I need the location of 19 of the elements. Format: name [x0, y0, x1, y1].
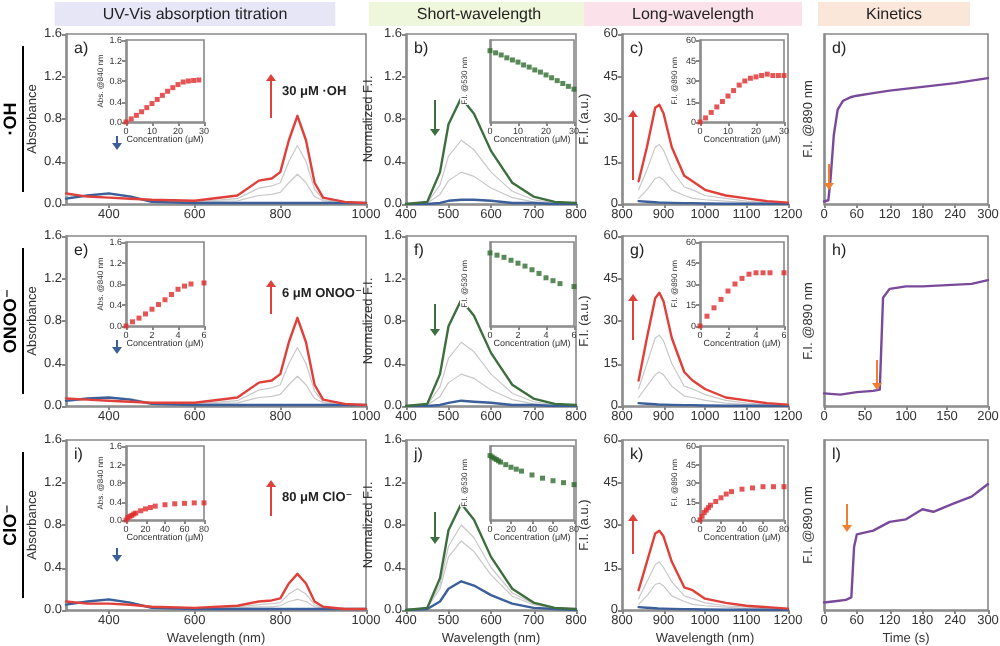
annotation: c): [630, 39, 644, 57]
chart-title: Long-wavelength: [632, 5, 754, 23]
annotation: f): [414, 241, 425, 259]
annotation: g): [630, 241, 645, 259]
annotation: j): [412, 445, 424, 463]
text: d): [832, 39, 847, 57]
annotation: i): [74, 445, 84, 463]
chart-title: Kinetics: [865, 5, 923, 23]
text: ONOO⁻: [0, 288, 20, 354]
annotation: a): [74, 39, 89, 57]
text: ·OH: [0, 102, 20, 136]
chart-title: Short-wavelength: [416, 5, 542, 23]
text: ClO⁻: [0, 503, 20, 546]
text: h): [832, 241, 847, 259]
annotation: k): [630, 445, 644, 463]
annotation: b): [414, 39, 429, 57]
text: l): [832, 445, 842, 463]
annotation: e): [74, 241, 89, 259]
chart-title: UV-Vis absorption titration: [102, 5, 288, 23]
